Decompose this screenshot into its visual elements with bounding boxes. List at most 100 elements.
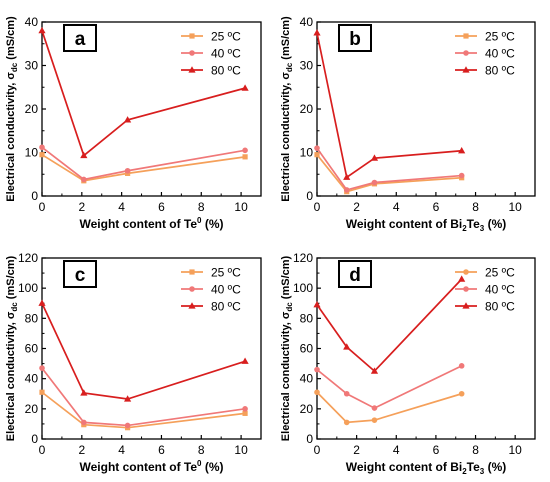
data-point-triangle [80,151,88,159]
data-point-square [39,389,45,395]
x-tick-label: 8 [472,200,479,214]
legend-entry: 80 ºC [181,64,241,78]
legend-entry: 80 ºC [455,64,515,78]
series-80c [313,275,466,374]
x-tick-label: 10 [509,443,523,457]
label-segment: (%) [202,217,224,231]
series-line [316,147,462,191]
series-25c [314,389,465,426]
x-tick-label: 4 [118,443,125,457]
series-line [316,391,462,424]
series-line [41,391,246,429]
y-tick-label: 40 [25,372,39,386]
data-point-triangle [80,389,88,396]
series-line [316,365,463,410]
data-point-square [463,33,469,39]
data-point-square [242,410,248,416]
label-segment: (%) [484,217,506,231]
y-tick-label: 20 [300,102,314,116]
y-tick-label: 120 [18,251,38,265]
label-subscript: 3 [480,224,485,233]
data-point-triangle [343,173,351,180]
legend-label: 80 ºC [211,300,241,314]
data-point-circle [458,363,465,369]
legend-label: 40 ºC [485,47,515,61]
data-point-square [242,154,248,160]
label-subscript: 2 [462,224,467,233]
data-point-square [189,33,195,39]
y-axis-label: Electrical conductivity, σdc (mS/cm) [280,255,294,441]
data-point-circle [458,172,465,179]
data-point-circle [343,187,350,193]
data-point-circle [189,286,195,292]
series-80c [313,29,466,180]
y-tick-label: 100 [18,281,38,295]
label-subscript: 3 [480,467,485,476]
legend-label: 40 ºC [211,283,241,297]
label-subscript: dc [10,62,19,72]
legend-label: 25 ºC [211,30,241,44]
series-line [41,367,246,427]
series-line [41,302,246,400]
label-segment: Weight content of Bi [346,460,462,474]
data-point-circle [371,405,378,411]
legend-entry: 80 ºC [455,300,515,314]
y-tick-label: 30 [25,59,39,73]
legend-label: 80 ºC [485,300,515,314]
data-point-circle [189,50,195,56]
data-point-square [189,269,195,275]
y-tick-label: 80 [25,311,39,325]
y-tick-label: 40 [25,15,39,29]
label-segment: Weight content of Bi [346,217,462,231]
label-segment: (%) [202,460,224,474]
data-point-circle [463,50,469,56]
series-40c [39,144,248,183]
y-tick-label: 80 [300,311,314,325]
x-tick-label: 10 [509,200,523,214]
x-axis-label: Weight content of Bi2Te3 (%) [346,217,506,233]
data-point-triangle [462,302,470,309]
panel-letter-box [63,260,97,288]
legend-entry: 40 ºC [181,283,241,297]
data-point-triangle [188,66,196,73]
panel-letter-box [338,24,372,52]
legend-entry: 25 ºC [455,30,515,44]
data-point-circle [371,179,378,186]
x-tick-label: 4 [393,443,400,457]
data-point-triangle [458,146,466,154]
series-40c [39,365,248,429]
data-point-circle [314,389,320,396]
y-tick-label: 10 [25,146,39,160]
data-point-circle [124,167,131,174]
label-segment: Te [467,217,480,231]
data-point-triangle [241,84,249,91]
legend-entry: 25 ºC [181,30,241,44]
y-tick-label: 20 [25,402,39,416]
y-tick-label: 0 [306,189,313,203]
series-line [316,32,462,179]
y-tick-label: 20 [300,402,314,416]
label-segment: (mS/cm) [280,255,292,302]
data-point-square [314,152,320,158]
label-segment: (mS/cm) [5,255,17,302]
data-point-triangle [38,299,46,306]
legend-label: 25 ºC [485,30,515,44]
label-subscript: 2 [462,467,467,476]
y-tick-label: 40 [300,372,314,386]
legend-entry: 80 ºC [181,300,241,314]
y-tick-label: 120 [293,251,313,265]
label-segment: Electrical conductivity, σ [5,72,17,202]
data-point-circle [343,419,350,426]
data-point-triangle [241,357,249,364]
legend-label: 25 ºC [485,266,515,280]
x-axis-label: Weight content of Te0 (%) [80,459,224,474]
x-tick-label: 0 [314,200,321,214]
y-axis-label: Electrical conductivity, σdc (mS/cm) [280,16,294,202]
data-point-triangle [458,275,466,282]
y-tick-label: 40 [300,15,314,29]
label-segment: (mS/cm) [5,16,17,63]
x-tick-label: 8 [198,443,205,457]
series-line [41,153,246,182]
